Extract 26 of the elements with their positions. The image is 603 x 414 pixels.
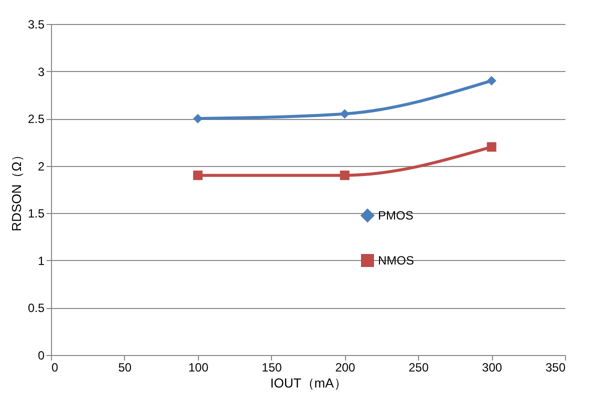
x-tick-label: 100: [188, 360, 209, 374]
y-tick-label: 2: [38, 159, 45, 174]
y-tick-label: 0.5: [28, 301, 45, 316]
point: [340, 170, 350, 180]
x-tick-label: 350: [545, 360, 566, 374]
y-tick-label: 3: [38, 64, 45, 79]
x-tick-label: 50: [118, 360, 132, 374]
point: [486, 76, 496, 86]
y-axis-title: RDSON（Ω）: [8, 148, 24, 232]
x-tick-label: 200: [335, 360, 356, 374]
y-tick-label: 0: [38, 348, 45, 362]
x-tick-label: 300: [482, 360, 502, 374]
y-tick-label: 2.5: [28, 112, 45, 126]
x-tick-label: 0: [52, 360, 58, 374]
x-tick-label: 150: [262, 360, 282, 374]
y-tick-label: 3.5: [28, 18, 45, 32]
point: [193, 114, 203, 124]
x-axis-title: IOUT（mA）: [270, 376, 347, 390]
legend-label: PMOS: [378, 208, 414, 222]
x-tick-label: 250: [408, 360, 429, 374]
point: [340, 109, 350, 119]
y-tick-label: 1: [38, 254, 45, 268]
point: [486, 142, 496, 152]
y-tick-label: 1.5: [28, 206, 45, 221]
point: [193, 170, 203, 180]
legend-label: NMOS: [378, 254, 414, 268]
